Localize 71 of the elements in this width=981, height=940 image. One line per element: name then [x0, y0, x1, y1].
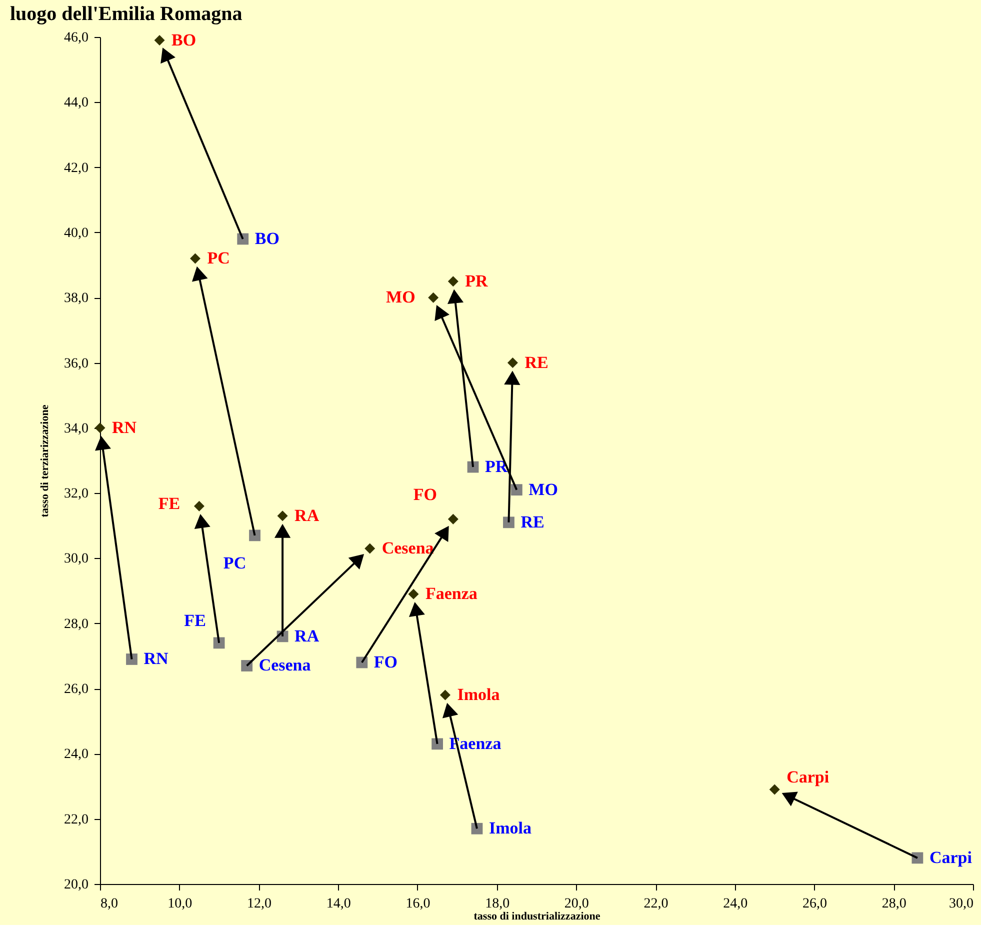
y-tick-label: 20,0 — [64, 878, 88, 892]
point — [277, 510, 288, 522]
point — [503, 516, 514, 528]
y-tick-label: 34,0 — [64, 421, 88, 436]
point — [769, 784, 780, 795]
x-tick-label: 8,0 — [100, 896, 118, 912]
data-label: MO — [528, 480, 558, 499]
y-tick-label: 30,0 — [64, 552, 88, 567]
point — [194, 500, 204, 512]
data-label: RE — [524, 352, 548, 372]
data-label: Cesena — [382, 538, 434, 558]
y-tick-label: 24,0 — [64, 747, 88, 762]
x-tick-label: 16,0 — [406, 896, 430, 912]
data-label: Imola — [488, 818, 532, 838]
data-label: RA — [294, 506, 320, 525]
y-tick-label: 46,0 — [64, 30, 88, 46]
point — [249, 530, 260, 542]
data-label: PR — [465, 271, 489, 290]
y-tick-label: 40,0 — [64, 226, 88, 241]
point — [364, 543, 376, 554]
y-tick-label: 44,0 — [64, 96, 88, 111]
data-label: BO — [254, 228, 280, 248]
x-tick-label: 12,0 — [246, 896, 272, 912]
point — [408, 588, 419, 600]
data-label: FE — [184, 610, 206, 630]
data-label: PC — [223, 553, 246, 572]
data-label: PC — [207, 248, 230, 268]
point — [126, 654, 138, 665]
x-tick-label: 18,0 — [485, 896, 510, 912]
chart-title: luogo dell'Emilia Romagna — [10, 3, 242, 25]
data-label: Carpi — [786, 768, 830, 787]
y-tick-label: 22,0 — [64, 812, 88, 828]
y-tick-label: 38,0 — [64, 291, 88, 306]
x-tick-label: 30,0 — [949, 896, 974, 912]
x-tick-label: 28,0 — [882, 896, 906, 912]
data-label: Imola — [457, 685, 500, 704]
point — [507, 358, 518, 368]
data-label: FO — [413, 485, 437, 504]
data-label: FE — [158, 494, 180, 514]
x-tick-label: 26,0 — [802, 896, 828, 912]
y-tick-label: 36,0 — [64, 356, 88, 372]
data-label: FO — [374, 652, 398, 672]
x-tick-label: 14,0 — [326, 896, 351, 912]
point — [448, 514, 458, 524]
x-axis-title: tasso di industrializzazione — [474, 910, 600, 922]
point — [432, 738, 443, 750]
point — [190, 253, 200, 264]
y-tick-label: 28,0 — [64, 616, 88, 632]
data-label: Carpi — [929, 848, 972, 867]
y-axis-title: tasso di terziarizzazione — [39, 404, 51, 518]
x-tick-label: 20,0 — [564, 896, 589, 912]
data-label: RE — [520, 512, 544, 532]
y-tick-label: 26,0 — [64, 682, 88, 698]
point — [94, 422, 106, 434]
point — [440, 690, 450, 700]
x-tick-label: 22,0 — [644, 896, 668, 912]
data-label: BO — [172, 30, 196, 50]
y-tick-label: 32,0 — [64, 486, 88, 502]
data-label: Faenza — [425, 584, 478, 604]
y-tick-label: 42,0 — [64, 160, 88, 176]
data-label: RN — [112, 418, 138, 437]
data-label: MO — [386, 288, 416, 307]
point — [510, 484, 522, 496]
point — [154, 35, 165, 46]
x-tick-label: 24,0 — [723, 896, 748, 912]
data-label: Cesena — [258, 656, 312, 675]
data-label: RA — [294, 626, 320, 646]
x-tick-label: 10,0 — [168, 896, 192, 912]
point — [448, 276, 458, 287]
point — [428, 292, 439, 303]
data-label: RN — [144, 649, 170, 668]
